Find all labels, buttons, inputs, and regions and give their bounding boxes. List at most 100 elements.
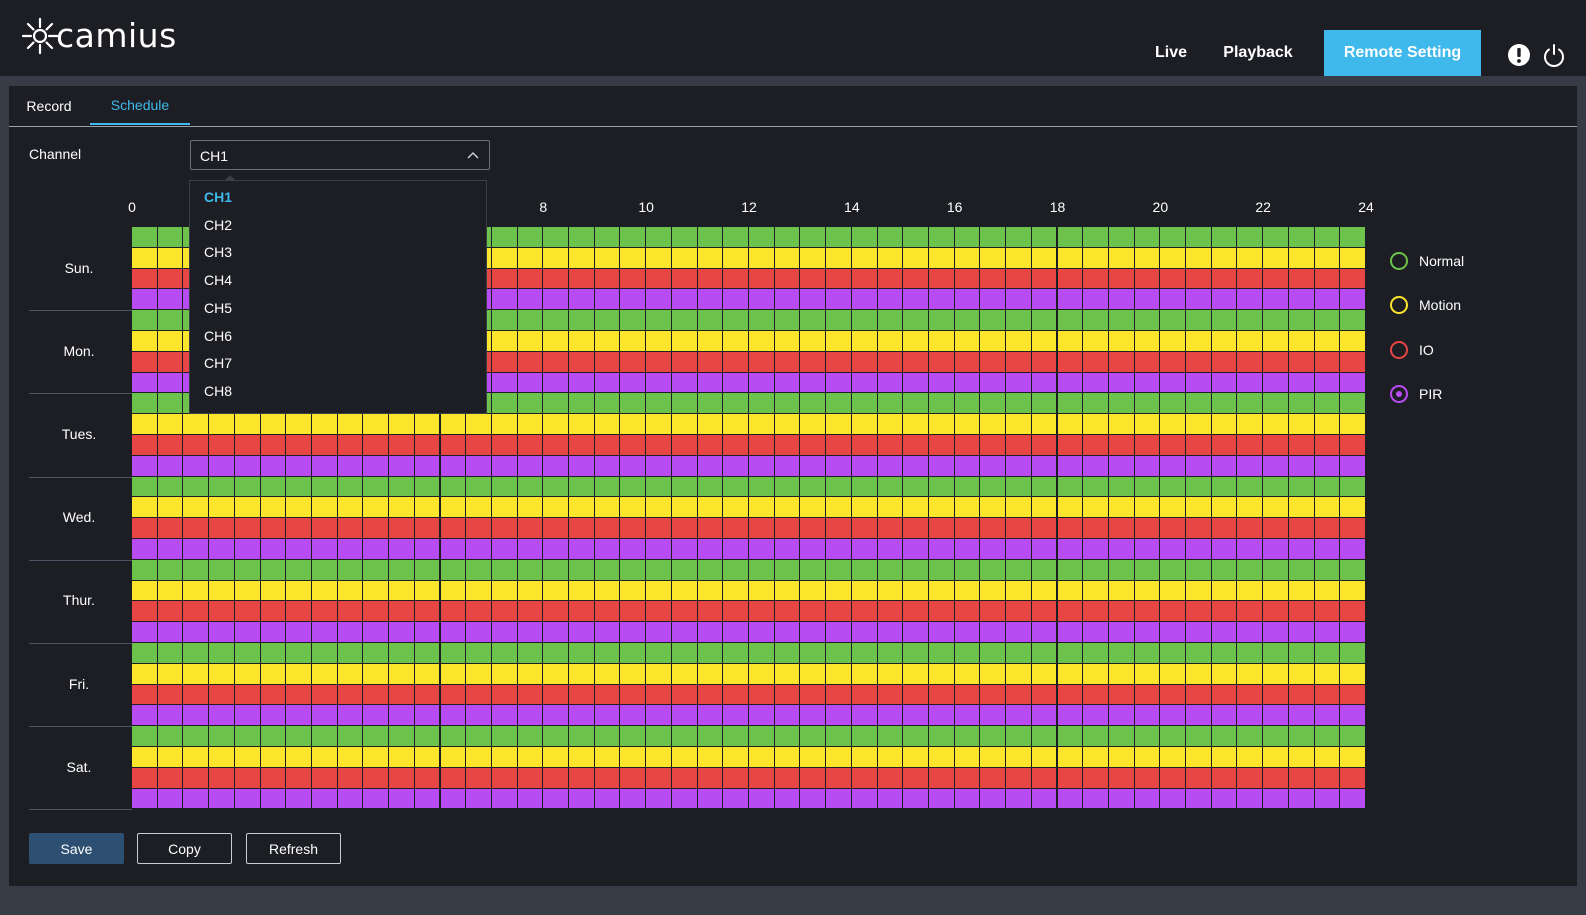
schedule-cell-pir[interactable]: [440, 455, 467, 477]
schedule-cell-io[interactable]: [414, 601, 441, 623]
schedule-cell-normal[interactable]: [414, 559, 441, 581]
schedule-cell-io[interactable]: [1314, 601, 1341, 623]
schedule-cell-pir[interactable]: [389, 788, 415, 810]
schedule-cell-normal[interactable]: [569, 227, 595, 248]
schedule-cell-motion[interactable]: [1057, 580, 1084, 602]
schedule-cell-motion[interactable]: [260, 663, 287, 685]
schedule-cell-motion[interactable]: [286, 414, 312, 435]
schedule-cell-normal[interactable]: [569, 726, 595, 747]
schedule-cell-normal[interactable]: [903, 476, 929, 498]
schedule-cell-normal[interactable]: [132, 476, 158, 498]
schedule-cell-pir[interactable]: [1237, 705, 1264, 727]
schedule-cell-pir[interactable]: [311, 705, 338, 727]
schedule-cell-normal[interactable]: [569, 476, 595, 498]
schedule-cell-normal[interactable]: [337, 476, 364, 498]
schedule-cell-motion[interactable]: [1237, 747, 1264, 768]
schedule-cell-normal[interactable]: [1340, 559, 1366, 581]
schedule-cell-normal[interactable]: [1108, 643, 1135, 664]
schedule-cell-io[interactable]: [234, 767, 261, 789]
schedule-cell-io[interactable]: [1340, 435, 1366, 456]
schedule-cell-motion[interactable]: [1160, 414, 1187, 435]
schedule-cell-normal[interactable]: [800, 643, 827, 664]
schedule-cell-normal[interactable]: [209, 476, 235, 498]
schedule-cell-pir[interactable]: [132, 622, 158, 643]
schedule-cell-motion[interactable]: [363, 414, 390, 435]
schedule-cell-motion[interactable]: [1211, 331, 1238, 352]
schedule-cell-pir[interactable]: [980, 705, 1007, 727]
schedule-cell-pir[interactable]: [183, 539, 210, 560]
schedule-cell-io[interactable]: [620, 767, 647, 789]
schedule-cell-normal[interactable]: [1134, 726, 1161, 747]
schedule-cell-motion[interactable]: [1134, 247, 1161, 269]
schedule-cell-motion[interactable]: [1134, 747, 1161, 768]
schedule-cell-motion[interactable]: [851, 663, 878, 685]
schedule-cell-pir[interactable]: [723, 539, 749, 560]
schedule-cell-io[interactable]: [980, 601, 1007, 623]
schedule-cell-motion[interactable]: [1134, 331, 1161, 352]
schedule-cell-pir[interactable]: [363, 455, 390, 477]
schedule-cell-io[interactable]: [209, 684, 235, 706]
schedule-cell-normal[interactable]: [1160, 643, 1187, 664]
schedule-cell-io[interactable]: [491, 435, 518, 456]
schedule-cell-pir[interactable]: [1057, 788, 1084, 810]
schedule-cell-normal[interactable]: [980, 393, 1007, 415]
schedule-cell-motion[interactable]: [1237, 663, 1264, 685]
schedule-cell-io[interactable]: [1031, 767, 1058, 789]
schedule-cell-motion[interactable]: [389, 747, 415, 768]
schedule-cell-normal[interactable]: [1288, 393, 1315, 415]
schedule-cell-pir[interactable]: [723, 622, 749, 643]
schedule-cell-motion[interactable]: [337, 580, 364, 602]
schedule-cell-io[interactable]: [157, 767, 184, 789]
schedule-cell-normal[interactable]: [389, 643, 415, 664]
schedule-cell-normal[interactable]: [800, 227, 827, 248]
schedule-cell-io[interactable]: [1108, 268, 1135, 290]
schedule-cell-pir[interactable]: [928, 289, 955, 311]
schedule-cell-motion[interactable]: [928, 580, 955, 602]
schedule-cell-pir[interactable]: [697, 289, 724, 311]
schedule-cell-pir[interactable]: [1031, 289, 1058, 311]
schedule-cell-io[interactable]: [260, 601, 287, 623]
schedule-cell-motion[interactable]: [1186, 331, 1212, 352]
schedule-cell-normal[interactable]: [723, 559, 749, 581]
schedule-cell-io[interactable]: [928, 351, 955, 373]
schedule-cell-motion[interactable]: [311, 497, 338, 519]
schedule-cell-pir[interactable]: [1340, 539, 1366, 560]
schedule-cell-io[interactable]: [1288, 518, 1315, 539]
schedule-cell-normal[interactable]: [1160, 227, 1187, 248]
schedule-cell-normal[interactable]: [1211, 393, 1238, 415]
schedule-cell-pir[interactable]: [260, 788, 287, 810]
schedule-cell-normal[interactable]: [620, 310, 647, 331]
schedule-cell-normal[interactable]: [903, 643, 929, 664]
schedule-cell-normal[interactable]: [517, 476, 544, 498]
schedule-cell-motion[interactable]: [1314, 663, 1341, 685]
schedule-cell-motion[interactable]: [1263, 580, 1289, 602]
schedule-cell-pir[interactable]: [954, 372, 981, 394]
schedule-cell-normal[interactable]: [1314, 393, 1341, 415]
schedule-cell-io[interactable]: [157, 684, 184, 706]
schedule-cell-normal[interactable]: [1288, 227, 1315, 248]
schedule-cell-motion[interactable]: [1314, 747, 1341, 768]
schedule-cell-normal[interactable]: [1340, 726, 1366, 747]
schedule-cell-pir[interactable]: [1160, 289, 1187, 311]
schedule-cell-pir[interactable]: [826, 622, 852, 643]
schedule-cell-normal[interactable]: [440, 643, 467, 664]
schedule-cell-normal[interactable]: [954, 227, 981, 248]
schedule-cell-io[interactable]: [414, 684, 441, 706]
schedule-cell-motion[interactable]: [311, 663, 338, 685]
schedule-cell-motion[interactable]: [697, 331, 724, 352]
schedule-cell-normal[interactable]: [671, 476, 698, 498]
schedule-cell-motion[interactable]: [1340, 414, 1366, 435]
channel-option-ch8[interactable]: CH8: [204, 382, 233, 399]
schedule-cell-normal[interactable]: [620, 476, 647, 498]
schedule-cell-motion[interactable]: [157, 497, 184, 519]
schedule-cell-io[interactable]: [954, 351, 981, 373]
schedule-cell-normal[interactable]: [774, 643, 801, 664]
schedule-cell-motion[interactable]: [826, 580, 852, 602]
schedule-cell-pir[interactable]: [903, 372, 929, 394]
schedule-cell-normal[interactable]: [286, 559, 312, 581]
schedule-cell-io[interactable]: [1108, 601, 1135, 623]
schedule-cell-io[interactable]: [980, 518, 1007, 539]
schedule-cell-normal[interactable]: [1237, 393, 1264, 415]
schedule-cell-motion[interactable]: [826, 331, 852, 352]
schedule-cell-io[interactable]: [851, 268, 878, 290]
